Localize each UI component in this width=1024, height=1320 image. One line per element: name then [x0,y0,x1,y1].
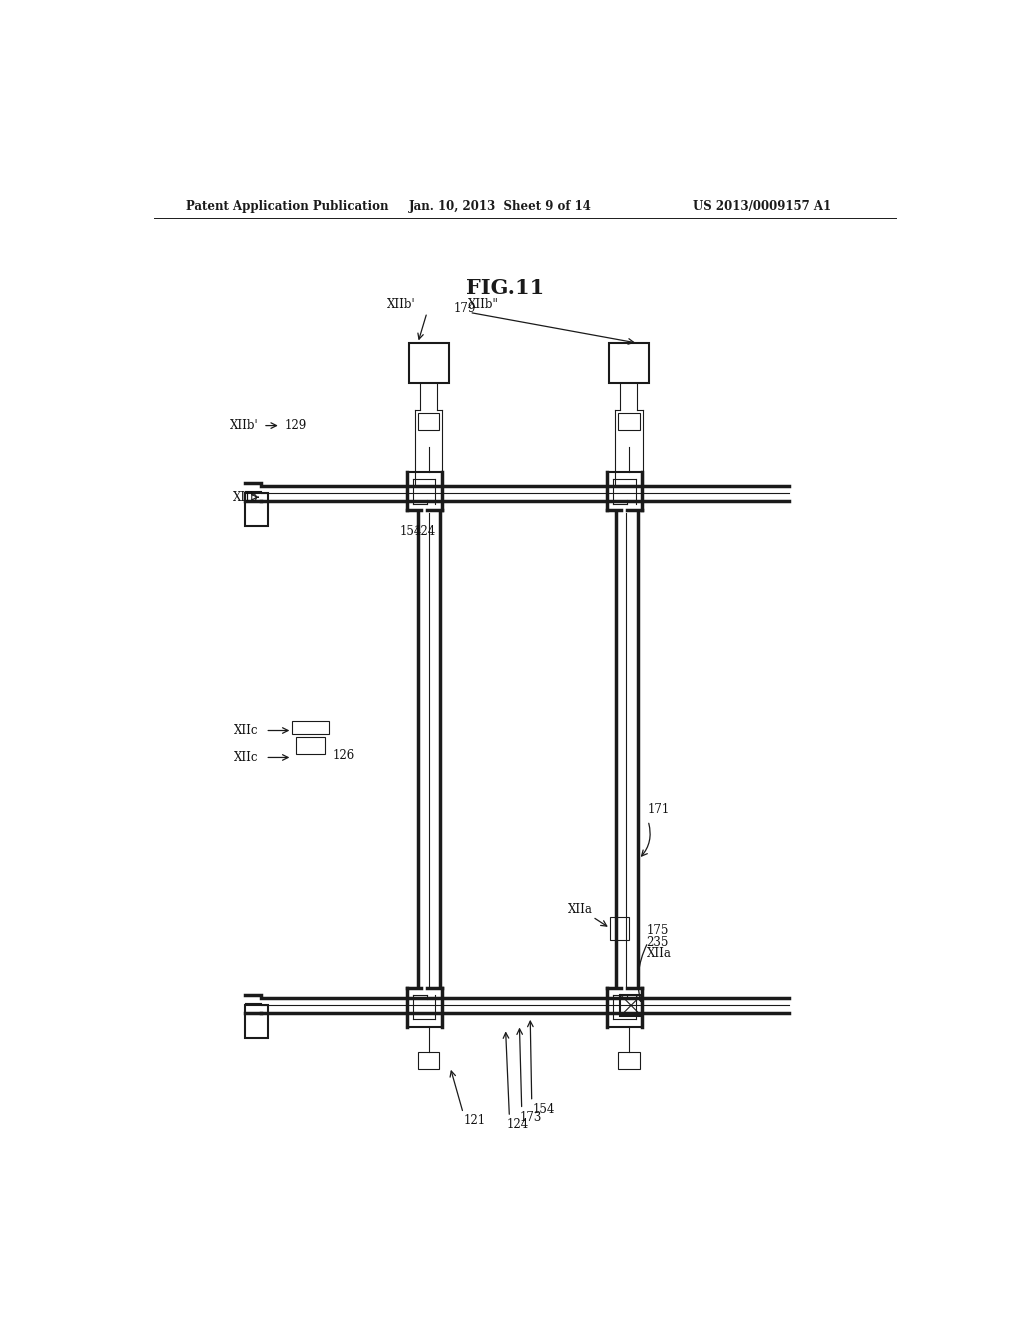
Text: 126: 126 [333,750,355,763]
Text: XIIc: XIIc [233,723,258,737]
Text: XIIb': XIIb' [229,418,258,432]
Bar [245,494,267,525]
Bar [617,413,640,430]
Text: 124: 124 [506,1118,528,1131]
Text: 124: 124 [414,525,436,539]
Text: 154: 154 [532,1102,555,1115]
Text: 173: 173 [519,1110,542,1123]
Text: XIIb": XIIb" [468,298,499,312]
Text: XIIa: XIIa [646,948,672,961]
Text: XIIb: XIIb [232,491,258,504]
Text: 154: 154 [400,525,423,539]
Bar [621,995,642,1016]
Text: XIIc: XIIc [233,751,258,764]
Text: 171: 171 [648,803,671,816]
Bar [245,1006,267,1038]
Text: 121: 121 [463,1114,485,1127]
Text: FIG.11: FIG.11 [466,277,545,298]
Bar [296,737,326,754]
Text: 129: 129 [285,418,307,432]
Text: XIIb': XIIb' [387,298,416,312]
Bar [409,343,449,383]
Bar [608,343,649,383]
Bar [610,917,629,940]
Text: 235: 235 [646,936,669,949]
Bar [418,1052,439,1069]
Text: 179: 179 [454,302,476,315]
Bar [418,413,439,430]
Text: Jan. 10, 2013  Sheet 9 of 14: Jan. 10, 2013 Sheet 9 of 14 [410,199,592,213]
Bar [292,721,330,734]
Text: 175: 175 [646,924,669,937]
Text: XIIa: XIIa [567,903,593,916]
Text: US 2013/0009157 A1: US 2013/0009157 A1 [692,199,830,213]
Text: Patent Application Publication: Patent Application Publication [186,199,388,213]
Bar [617,1052,640,1069]
